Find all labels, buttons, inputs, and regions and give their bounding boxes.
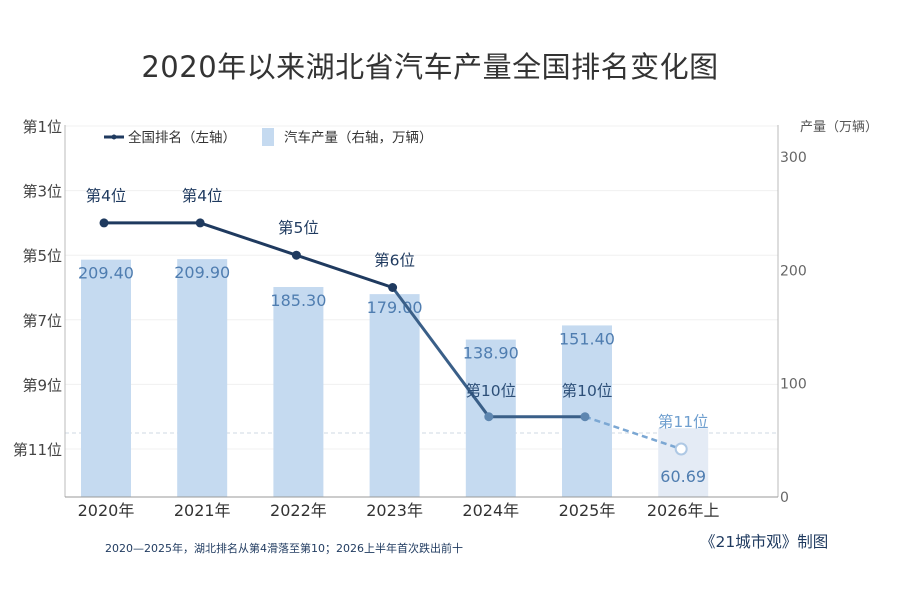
legend-line-label: 全国排名（左轴） [128, 129, 236, 146]
rank-label: 第4位 [86, 187, 127, 205]
grid-lines [65, 125, 778, 450]
rank-line-segment [199, 221, 297, 257]
rank-label: 第11位 [658, 413, 709, 431]
x-tick-label: 2024年 [462, 501, 519, 520]
legend-line-marker [111, 134, 117, 140]
right-tick-label: 100 [780, 377, 807, 393]
line-series [99, 218, 688, 456]
left-tick-label: 第1位 [22, 118, 62, 136]
rank-point [388, 283, 398, 292]
bar [81, 259, 131, 497]
bar-value-label: 209.90 [174, 263, 230, 282]
bar-series [81, 259, 709, 497]
rank-point [291, 250, 301, 260]
bar-value-labels: 209.40 209.90 185.30 179.00 138.90 151.40 60.6… [78, 263, 706, 486]
legend-bar-label: 汽车产量（右轴，万辆） [284, 129, 433, 146]
bar-value-label: 185.30 [270, 291, 326, 310]
bar-value-label: 138.90 [463, 344, 519, 363]
bar [369, 294, 420, 497]
rank-label: 第6位 [374, 252, 415, 270]
bar [562, 325, 612, 497]
x-tick-label: 2020年 [78, 501, 135, 520]
x-tick-label: 2022年 [270, 501, 327, 520]
bar [273, 286, 324, 497]
footnote: 2020—2025年，湖北排名从第4滑落至第10；2026上半年首次跌出前十 [105, 542, 463, 555]
rank-line-segment [391, 286, 491, 418]
left-tick-label: 第9位 [22, 376, 62, 394]
legend-bar-swatch [262, 128, 274, 146]
rank-label: 第5位 [278, 219, 319, 237]
right-tick-label: 300 [780, 150, 807, 166]
x-tick-label: 2025年 [559, 501, 616, 520]
rank-point [99, 218, 109, 228]
bar [177, 259, 228, 497]
x-tick-label: 2021年 [174, 501, 231, 520]
right-tick-label: 0 [780, 490, 789, 506]
rank-point [580, 412, 590, 422]
left-tick-label: 第3位 [22, 183, 62, 201]
bar-value-label: 60.69 [660, 467, 706, 486]
bar-value-label: 209.40 [78, 264, 134, 283]
rank-point [484, 412, 494, 422]
rank-label: 第10位 [562, 382, 613, 400]
left-tick-label: 第7位 [22, 312, 62, 330]
x-tick-label: 2026年上 [647, 501, 720, 520]
rank-line-projected [584, 415, 682, 451]
rank-label: 第10位 [465, 382, 516, 400]
rank-point [674, 442, 688, 456]
left-tick-label: 第11位 [13, 441, 62, 459]
legend: 全国排名（左轴） 汽车产量（右轴，万辆） [104, 128, 433, 146]
right-axis-title: 产量（万辆） [800, 120, 878, 135]
rank-point [195, 218, 205, 228]
rank-line-segment [295, 253, 394, 289]
chart-title: 2020年以来湖北省汽车产量全国排名变化图 [141, 50, 719, 84]
right-tick-label: 200 [780, 263, 807, 279]
rank-label: 第4位 [182, 187, 223, 205]
bar [658, 428, 709, 497]
bar-value-label: 151.40 [559, 329, 615, 348]
x-tick-label: 2023年 [366, 501, 423, 520]
left-tick-label: 第5位 [22, 247, 62, 265]
bar-value-label: 179.00 [367, 298, 423, 317]
credit: 《21城市观》制图 [700, 533, 829, 551]
